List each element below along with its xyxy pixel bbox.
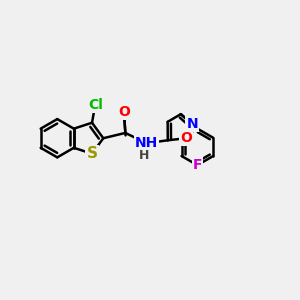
Text: N: N — [186, 117, 198, 131]
Text: NH: NH — [135, 136, 158, 150]
Text: Cl: Cl — [88, 98, 103, 112]
Text: O: O — [118, 105, 130, 119]
Text: F: F — [193, 158, 202, 172]
Text: O: O — [180, 131, 192, 145]
Text: H: H — [139, 149, 149, 162]
Text: S: S — [86, 146, 98, 161]
